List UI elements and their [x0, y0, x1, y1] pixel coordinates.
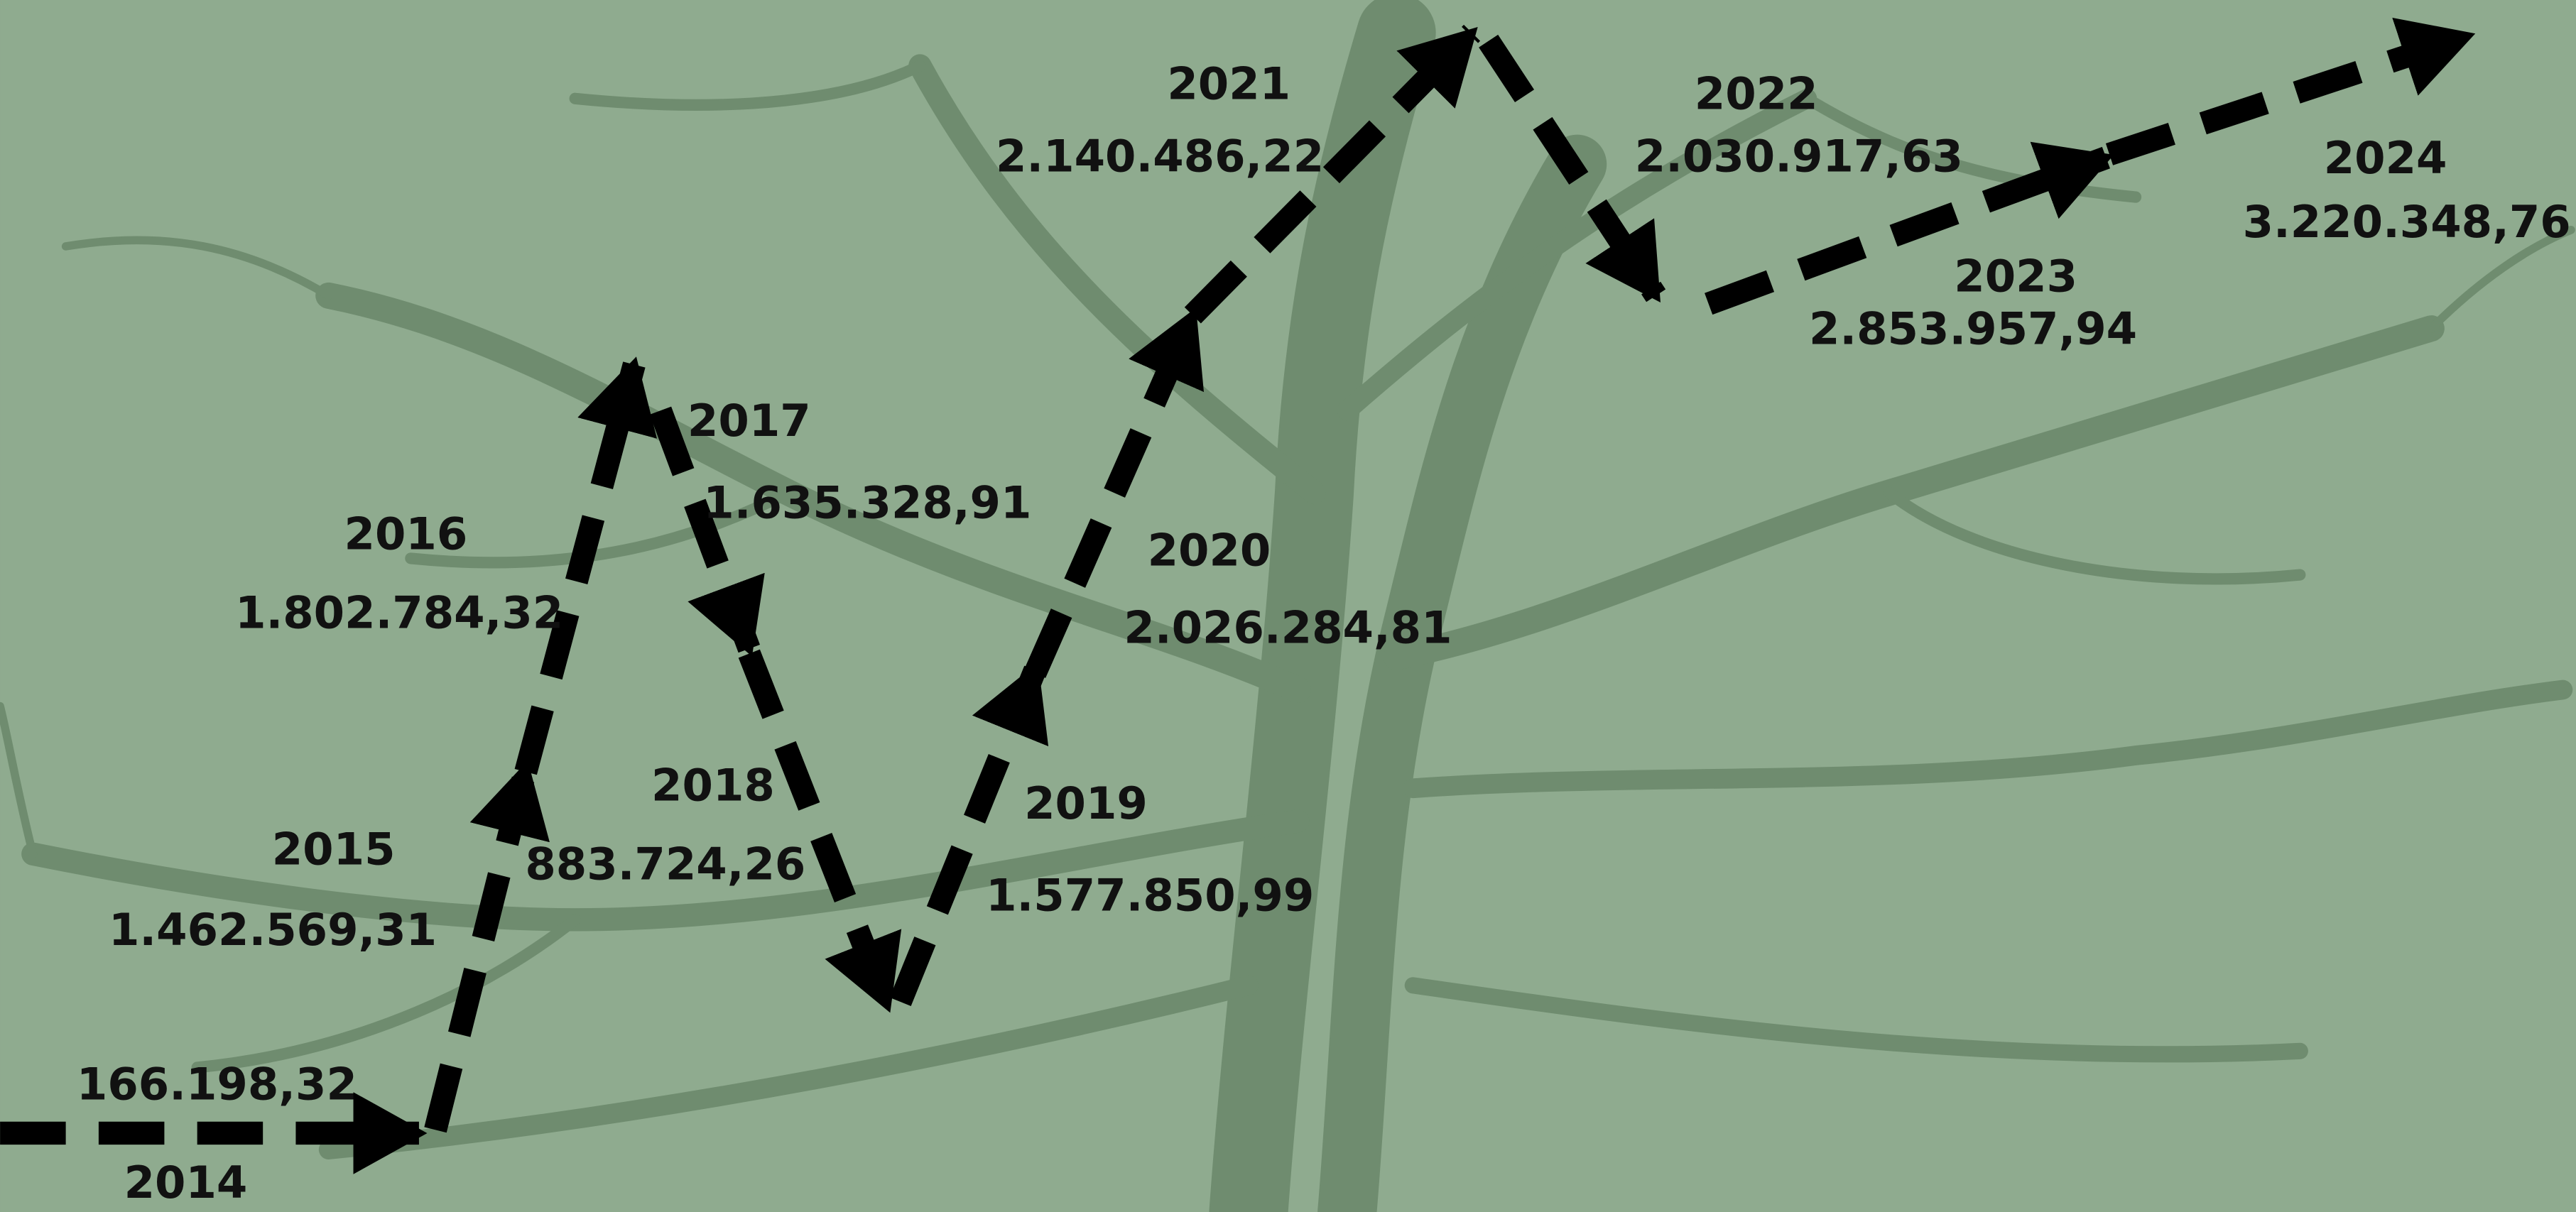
- infographic: 2014 166.198,32 2015 1.462.569,31 2016 1.802.…: [0, 0, 2576, 1212]
- year-label: 2020: [1148, 525, 1271, 577]
- value-label: 2.140.486,22: [996, 130, 1324, 182]
- value-label: 1.635.328,91: [703, 476, 1031, 528]
- year-label: 2015: [272, 824, 396, 875]
- value-label: 1.462.569,31: [109, 904, 437, 956]
- year-label: 2016: [344, 508, 468, 559]
- year-label: 2022: [1695, 68, 1818, 120]
- year-label: 2024: [2324, 132, 2447, 184]
- year-label: 2017: [688, 395, 811, 447]
- value-label: 3.220.348,76: [2243, 196, 2571, 248]
- value-label: 166.198,32: [77, 1058, 357, 1110]
- year-label: 2021: [1167, 58, 1290, 110]
- year-label: 2023: [1954, 250, 2077, 302]
- page: 2014 166.198,32 2015 1.462.569,31 2016 1.802.…: [0, 0, 2576, 1212]
- year-label: 2018: [651, 759, 775, 811]
- year-label: 2014: [124, 1157, 248, 1208]
- value-label: 2.030.917,63: [1635, 130, 1963, 182]
- value-label: 2.026.284,81: [1124, 601, 1452, 653]
- value-label: 883.724,26: [525, 838, 805, 890]
- value-label: 1.577.850,99: [986, 869, 1314, 921]
- value-label: 1.802.784,32: [235, 586, 563, 638]
- year-label: 2019: [1024, 777, 1148, 829]
- value-label: 2.853.957,94: [1809, 302, 2137, 354]
